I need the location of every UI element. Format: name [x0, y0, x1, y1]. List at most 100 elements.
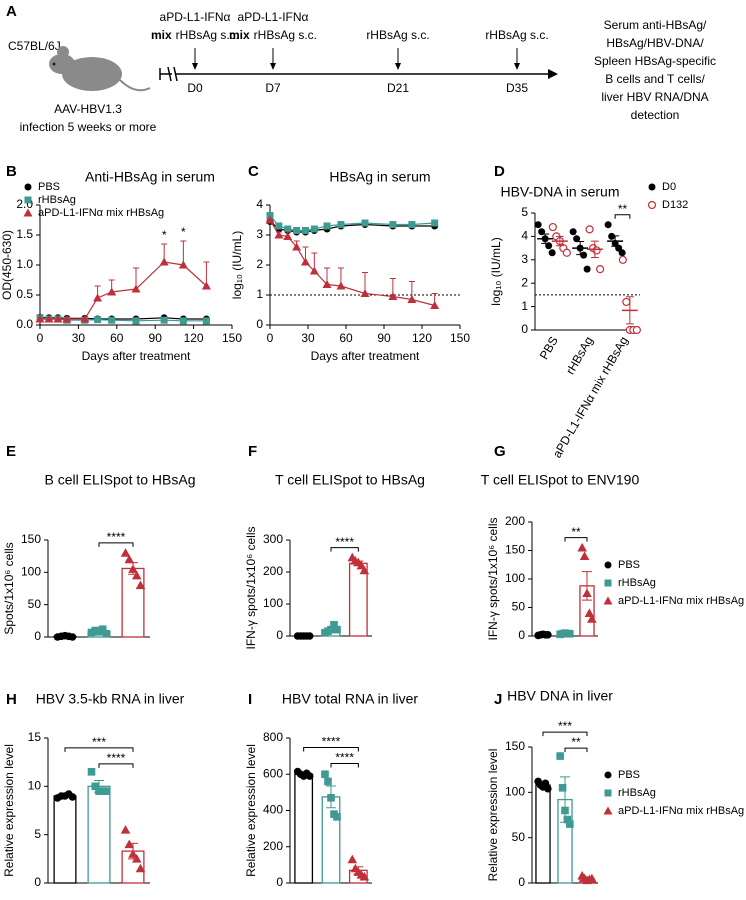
marker [548, 222, 557, 232]
marker [603, 806, 613, 815]
event-label: rHBsAg s.c. [254, 28, 317, 42]
y-tick-label: 300 [263, 532, 283, 546]
y-tick-label: 0 [518, 875, 525, 889]
x-tick-label: 90 [149, 331, 163, 345]
marker [132, 317, 140, 325]
panel-letter: D [494, 163, 505, 180]
y-tick-label: 4 [256, 197, 263, 211]
error-bar [576, 241, 585, 256]
event-arrowhead [395, 63, 401, 70]
significance-bracket [564, 747, 588, 753]
marker [283, 232, 293, 240]
chart-title: T cell ELISpot to HBsAg [275, 472, 425, 488]
marker [102, 787, 111, 795]
marker [124, 554, 135, 564]
y-tick-label: 10 [28, 779, 42, 793]
x-axis-label: Days after treatment [82, 349, 191, 363]
readout-label: B cells and T cells/ [605, 72, 705, 86]
marker [305, 772, 314, 780]
readout-label: detection [631, 108, 680, 122]
x-tick-label: 60 [339, 331, 353, 345]
marker [128, 564, 138, 573]
marker [108, 316, 116, 324]
y-axis-label: IFN-γ spots/1x10⁶ cells [486, 518, 500, 641]
panel-letter: G [494, 443, 506, 460]
y-tick-label: 1.0 [16, 257, 33, 271]
marker [300, 257, 310, 266]
x-tick-label: aPD-L1-IFNα mix rHBsAg [550, 334, 631, 460]
marker [293, 227, 301, 234]
y-tick-label: 2 [256, 257, 263, 271]
marker [324, 777, 332, 786]
marker [35, 314, 45, 323]
marker [545, 242, 553, 250]
day-label: D35 [506, 81, 528, 95]
marker [23, 208, 33, 217]
marker [24, 183, 32, 191]
marker [604, 221, 612, 229]
chart-title: B cell ELISpot to HBsAg [45, 472, 196, 488]
y-tick-label: 200 [263, 839, 283, 853]
marker [648, 183, 656, 191]
marker [563, 815, 572, 824]
event-arrowhead [192, 63, 198, 70]
marker [407, 295, 417, 303]
y-tick-label: 5 [34, 827, 41, 841]
marker [102, 629, 111, 638]
y-tick-label: 50 [28, 597, 42, 611]
x-tick-label: 30 [72, 331, 86, 345]
marker [361, 219, 369, 227]
event-label: aPD-L1-IFNα [238, 10, 309, 24]
y-tick-label: 0 [34, 629, 41, 643]
marker [179, 317, 187, 325]
marker [53, 314, 63, 323]
y-axis-label: IFN-γ spots/1x10⁶ cells [244, 527, 258, 650]
marker [388, 292, 398, 300]
marker [322, 280, 332, 288]
model-label: infection 5 weeks or more [20, 120, 157, 134]
legend-label: aPD-L1-IFNα mix rHBsAg [618, 805, 744, 817]
bar [321, 796, 341, 884]
y-tick-label: 0 [276, 875, 283, 889]
x-axis-label: Days after treatment [311, 349, 420, 363]
marker [595, 265, 605, 274]
marker [558, 784, 567, 792]
significance-bracket [98, 763, 134, 768]
marker [534, 221, 542, 229]
y-tick-label: 50 [512, 830, 526, 844]
day-label: D7 [265, 81, 281, 95]
marker [87, 768, 96, 776]
marker [120, 548, 131, 557]
bar [294, 773, 314, 884]
marker [93, 293, 103, 302]
significance-label: *** [558, 719, 572, 733]
legend-label: aPD-L1-IFNα mix rHBsAg [618, 595, 744, 607]
marker [292, 242, 302, 251]
panel-letter: B [6, 163, 17, 180]
y-tick-label: 0 [34, 875, 41, 889]
marker [274, 230, 284, 239]
marker [548, 249, 556, 257]
x-tick-label: PBS [537, 334, 561, 362]
y-tick-label: 0.5 [16, 287, 33, 301]
day-label: D21 [387, 81, 409, 95]
panel-letter: H [6, 691, 17, 708]
marker [569, 228, 577, 236]
marker [603, 596, 613, 605]
x-tick-label: 0 [37, 331, 44, 345]
marker [131, 284, 141, 293]
significance-label: **** [322, 735, 341, 749]
marker [544, 784, 552, 793]
y-tick-label: 100 [21, 565, 41, 579]
marker [587, 873, 597, 883]
x-tick-label: 0 [267, 331, 274, 345]
marker [585, 225, 594, 234]
panel-letter: A [6, 3, 17, 20]
bar [53, 795, 77, 884]
significance-bracket [98, 542, 134, 547]
y-tick-label: 150 [21, 532, 41, 546]
event-bold: mix [151, 28, 172, 42]
marker [68, 633, 77, 641]
y-tick-label: 150 [505, 543, 525, 557]
readout-label: Spleen HBsAg-specific [594, 54, 716, 68]
